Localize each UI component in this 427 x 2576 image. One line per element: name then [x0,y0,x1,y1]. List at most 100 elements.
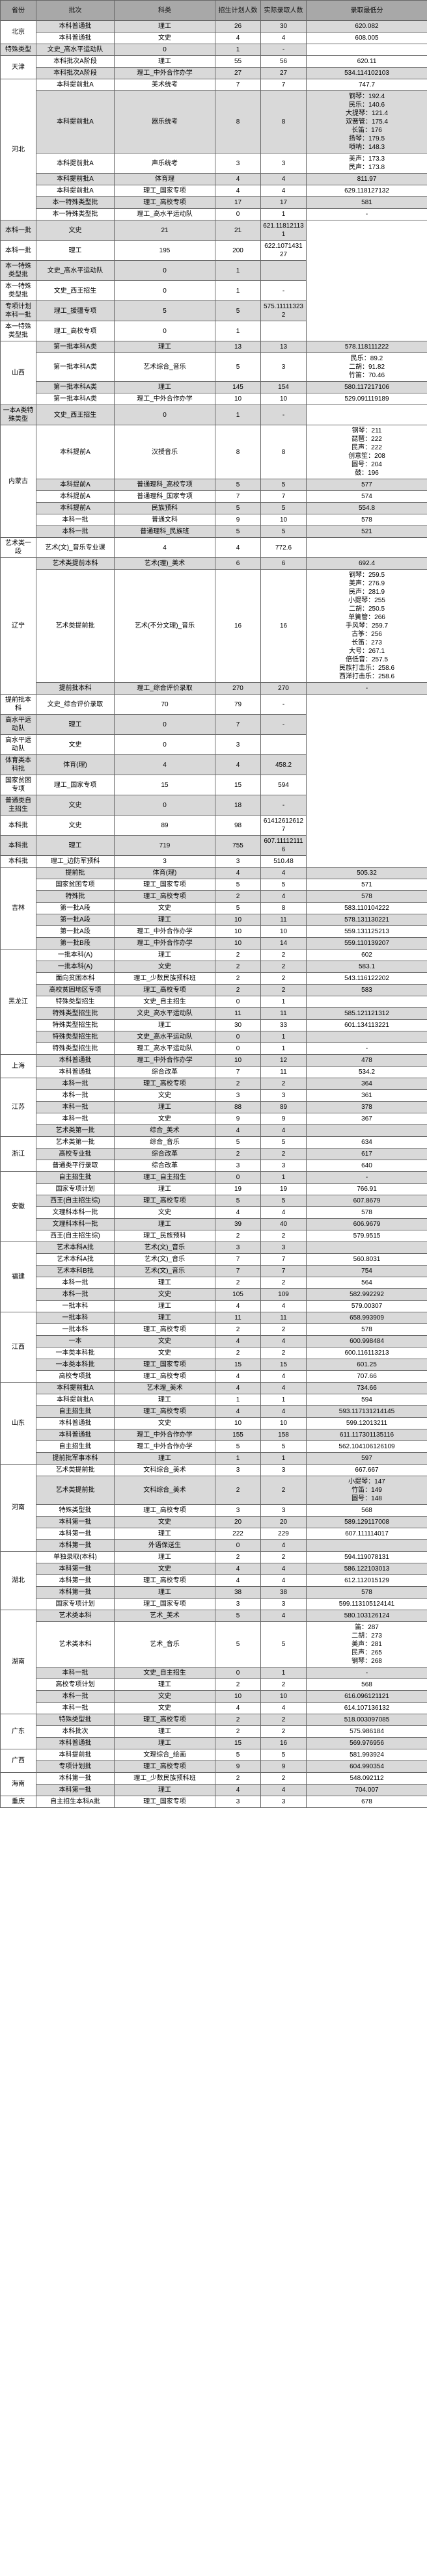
data-cell: - [261,281,307,301]
data-cell: 1 [215,261,261,281]
data-cell: - [307,209,427,220]
data-cell: 3 [261,1242,307,1254]
data-cell: 文史_西王招生 [36,405,115,425]
data-cell: 文史 [115,1691,215,1703]
data-cell: 548.092112 [307,1773,427,1785]
table-row: 一批本科理工_高校专项22578 [1,1324,427,1336]
data-cell: 2 [215,1078,261,1090]
data-cell: 理工 [115,21,215,33]
table-row: 本一特殊类型批理工_高校专项01 [1,321,427,341]
data-cell: 文史 [115,1090,215,1102]
data-cell: 2 [215,949,261,961]
data-cell: 第一批本科A类 [36,353,115,382]
data-cell: 154 [261,382,307,393]
data-cell: 理工 [115,1679,215,1691]
data-cell: 5 [215,879,261,891]
data-cell: 583.1 [307,961,427,973]
table-row: 本科批文史8998614126126127 [1,816,427,836]
data-cell: 529.091119189 [307,393,427,405]
data-cell: 607.8679 [307,1195,427,1207]
data-cell: 4 [215,1383,261,1394]
data-cell: 599.113105124141 [307,1599,427,1610]
data-cell: 文史 [115,1113,215,1125]
data-cell: 607.111121116 [261,836,307,856]
table-row: 吉林提前批体育(理)44505.32 [1,868,427,879]
data-cell: 16 [261,1738,307,1749]
table-row: 本科一批普通理科_民族班55521 [1,526,427,538]
data-cell: 理工 [115,1277,215,1289]
data-cell: 本一特殊类型批 [1,261,36,281]
data-cell [307,1540,427,1552]
data-cell: 4 [261,1301,307,1312]
data-cell: 文史 [36,816,115,836]
data-cell: 707.66 [307,1371,427,1383]
data-cell: 10 [261,1691,307,1703]
table-row: 本科一批文史44614.107136132 [1,1703,427,1714]
table-row: 本科一批文史99367 [1,1113,427,1125]
data-cell: 第一批A段 [36,903,115,914]
data-cell: 564 [307,1277,427,1289]
data-cell: 568 [307,1679,427,1691]
data-cell: 2 [215,973,261,985]
data-cell: 8 [261,903,307,914]
table-row: 特殊类型招生批理工3033601.134113221 [1,1020,427,1031]
data-cell: 5 [215,301,261,321]
data-cell: 本科一批 [36,1102,115,1113]
data-cell: 10 [215,926,261,938]
data-cell: 特殊批 [36,891,115,903]
data-cell: 2 [215,1552,261,1563]
data-cell: 理工 [115,1552,215,1563]
data-cell: 本科提前批 [36,1749,115,1761]
data-cell: 文科综合_美术 [115,1465,215,1476]
data-cell: 本科一批 [36,514,115,526]
data-cell: 1 [215,321,261,341]
data-cell: 2 [215,961,261,973]
data-cell: 18 [215,795,261,816]
table-row: 艺术本科A批艺术(文)_音乐77560.8031 [1,1254,427,1266]
data-cell: 2 [261,1348,307,1359]
data-cell: 3 [215,1090,261,1102]
data-cell: 本科一批 [36,1289,115,1301]
data-cell: 理工 [115,1528,215,1540]
data-cell: 7 [215,1254,261,1266]
data-cell: 607.111114017 [307,1528,427,1540]
data-cell: 5 [215,1441,261,1453]
data-cell: 8 [215,425,261,479]
data-cell: 4 [115,755,215,775]
data-cell: 3 [261,1465,307,1476]
data-cell: 理工_高校专项 [115,1371,215,1383]
data-cell: 文史_高水平运动队 [115,1031,215,1043]
data-cell: 文史 [115,1517,215,1528]
data-cell: 综合改革 [115,1149,215,1160]
data-cell: 理工 [115,1785,215,1796]
data-cell: 西王(自主招生综) [36,1195,115,1207]
data-cell: 美声：173.3 民声：173.8 [307,153,427,174]
data-cell: 美术统考 [115,79,215,91]
table-row: 专项计划本科一批理工_援疆专项55575.111113232 [1,301,427,321]
data-cell: 7 [215,715,261,735]
data-cell: 20 [215,1517,261,1528]
province-cell: 天津 [1,56,36,79]
data-cell: 7 [215,1266,261,1277]
data-cell: 本科普通批 [36,33,115,44]
data-cell: 4 [115,538,215,558]
data-cell: 0 [215,209,261,220]
data-cell: 理工 [115,1301,215,1312]
data-cell [307,1125,427,1137]
data-cell: 文理科本科一批 [36,1207,115,1219]
data-cell: 98 [215,816,261,836]
data-cell: 文史 [36,220,115,241]
data-cell: 声乐统考 [115,153,215,174]
data-cell: 601.134113221 [307,1020,427,1031]
data-cell: 理工 [115,1587,215,1599]
data-cell: 本科第一批 [36,1540,115,1552]
data-cell: 2 [215,1149,261,1160]
data-cell: - [307,1172,427,1184]
data-cell: 594 [261,775,307,795]
data-cell: 文理科本科一批 [36,1219,115,1230]
data-cell: 5 [115,301,215,321]
province-cell: 辽宁 [1,558,36,695]
data-cell: 理工 [115,949,215,961]
table-row: 北京本科普通批理工2630620.082 [1,21,427,33]
data-cell: 艺术综合_音乐 [115,353,215,382]
